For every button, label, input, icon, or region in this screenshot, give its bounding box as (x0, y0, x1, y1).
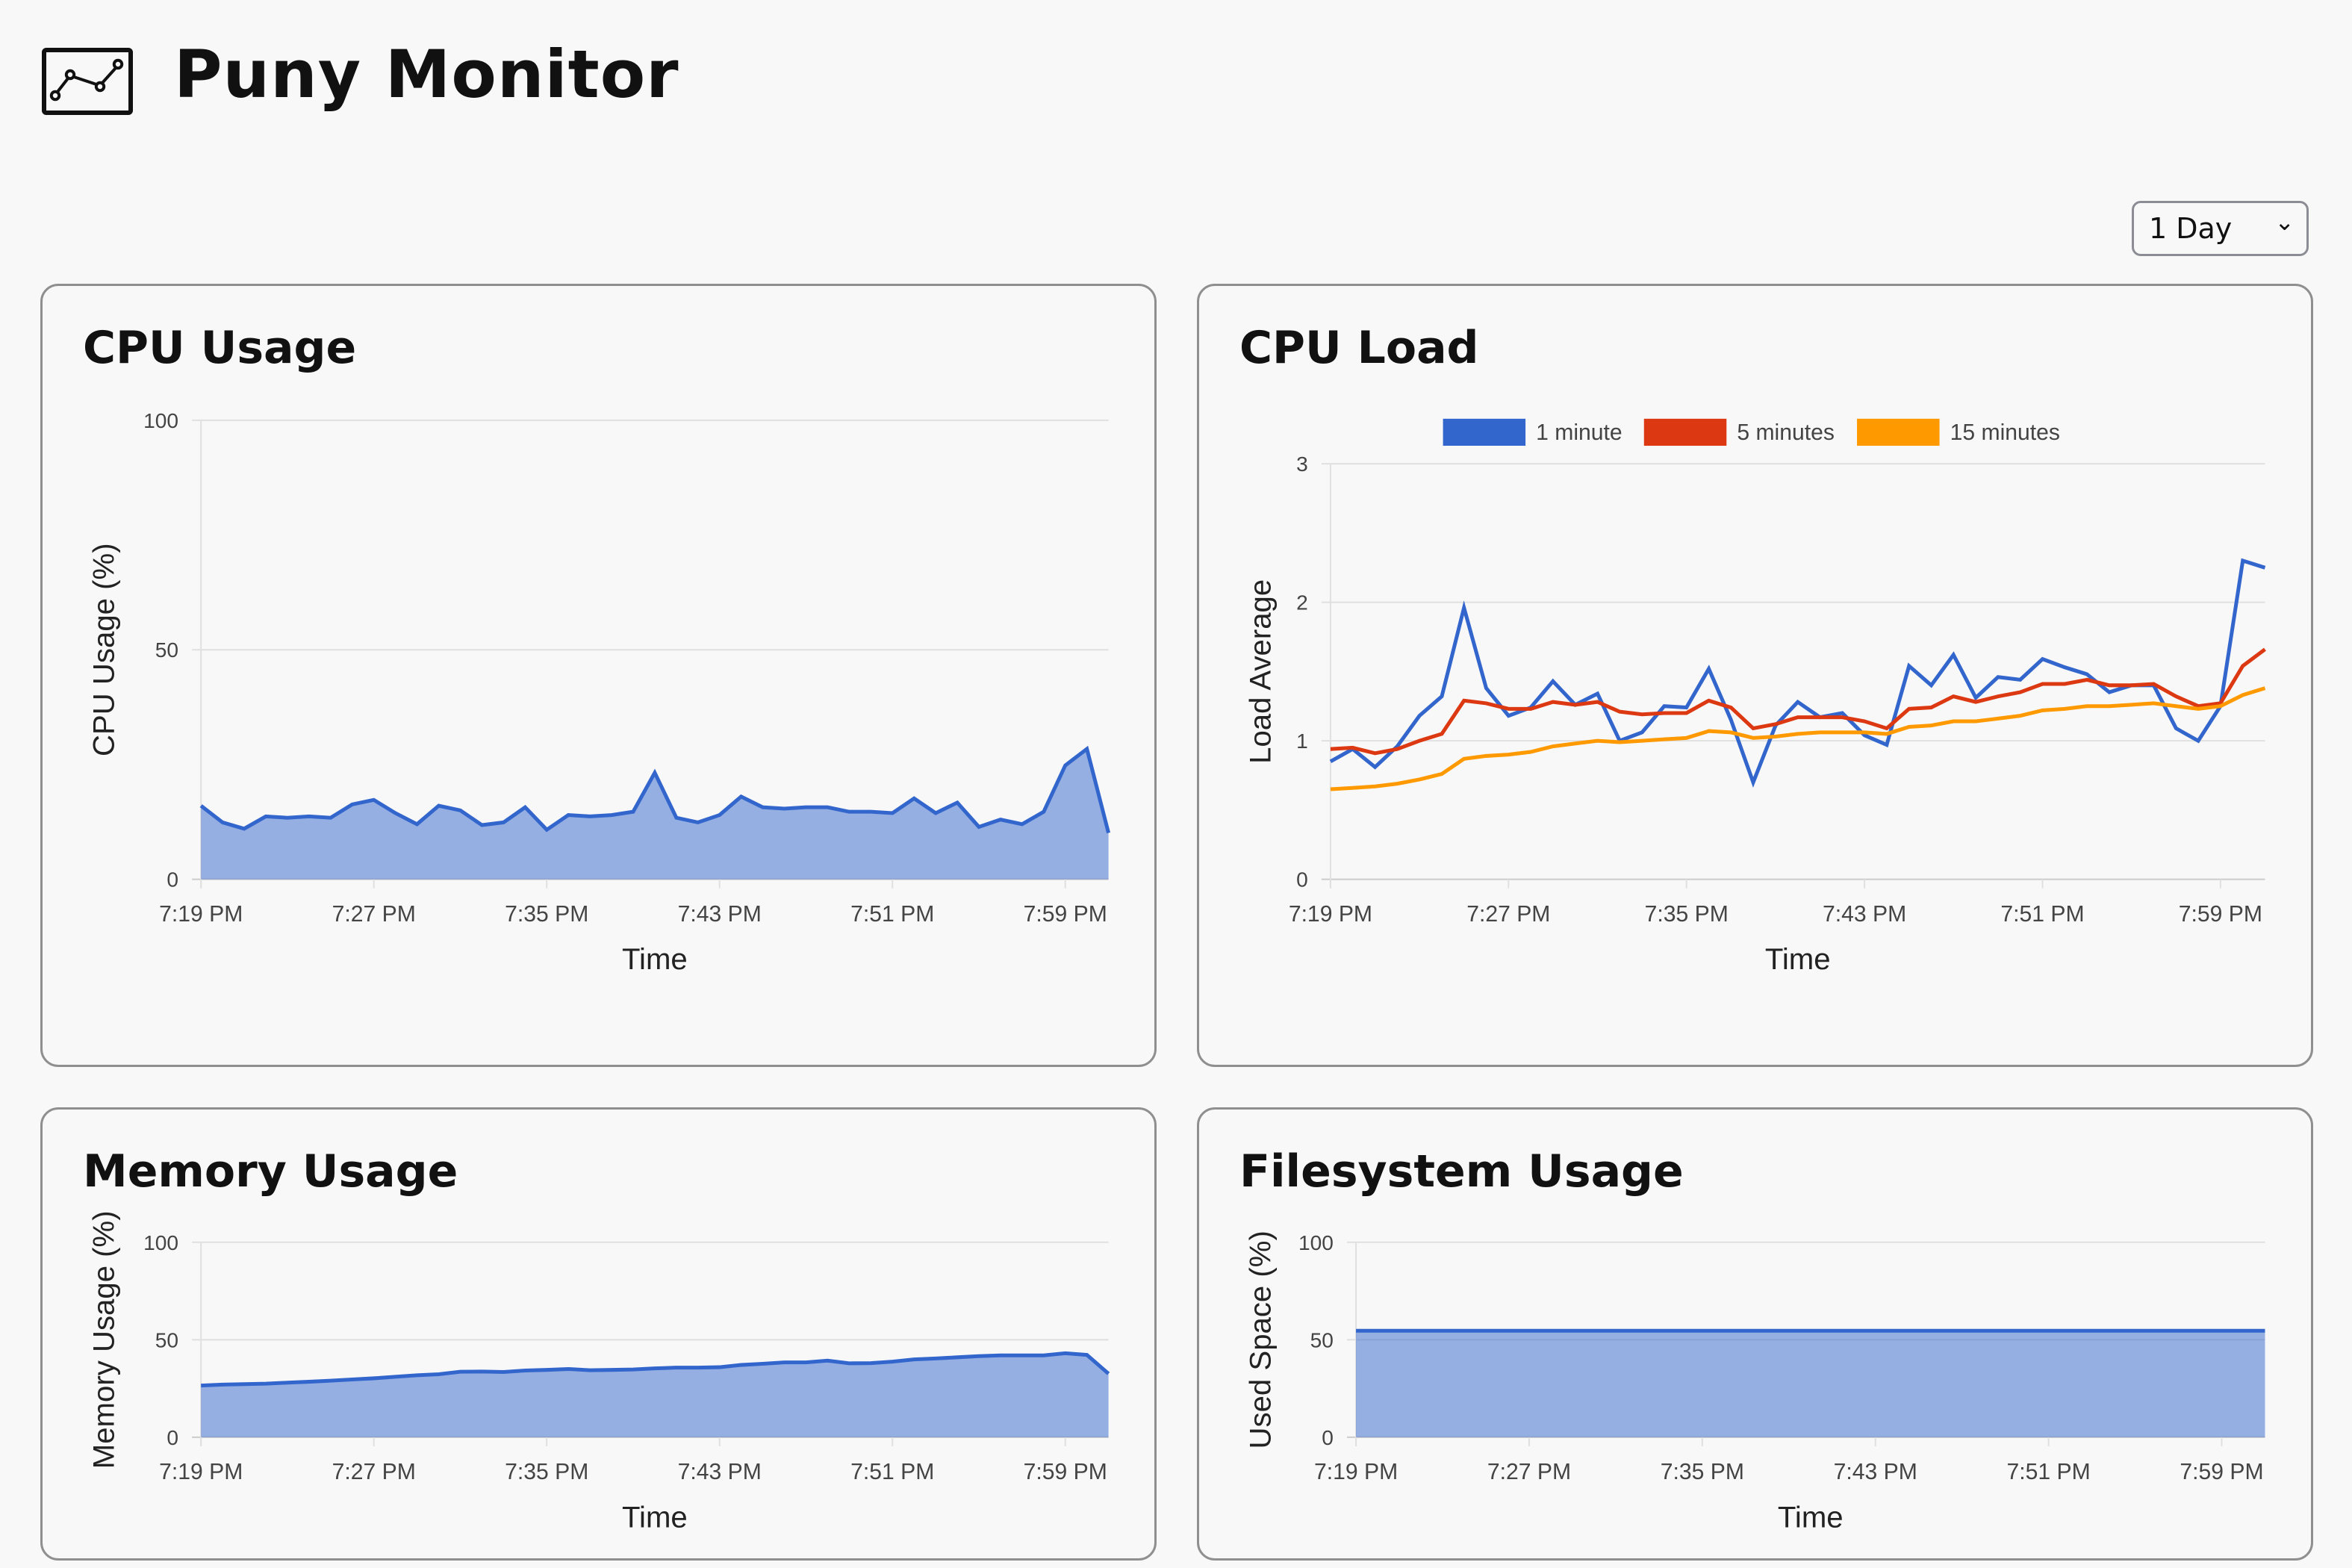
card-title: CPU Usage (83, 322, 357, 374)
card-title: Memory Usage (83, 1145, 458, 1198)
cpu-usage-card: CPU Usage (40, 284, 1157, 1067)
time-range-select[interactable]: 1 Day ⌄ (2132, 201, 2309, 256)
chevron-down-icon: ⌄ (2274, 208, 2295, 236)
memory-usage-card: Memory Usage (40, 1107, 1157, 1561)
cpu-load-card: CPU Load (1197, 284, 2313, 1067)
filesystem-usage-card: Filesystem Usage (1197, 1107, 2313, 1561)
line-chart-icon (42, 48, 133, 115)
app-title: Puny Monitor (174, 36, 679, 113)
card-title: Filesystem Usage (1239, 1145, 1684, 1198)
time-range-value: 1 Day (2149, 212, 2233, 245)
card-title: CPU Load (1239, 322, 1479, 374)
